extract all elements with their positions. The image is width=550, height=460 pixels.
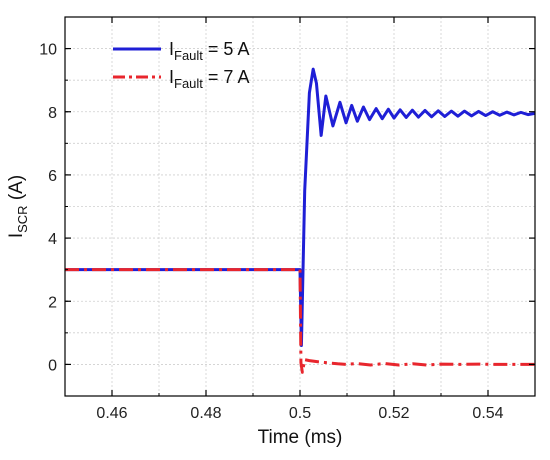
y-tick-label: 2 xyxy=(48,294,57,311)
x-tick-label: 0.52 xyxy=(378,405,409,422)
y-tick-label: 4 xyxy=(48,231,57,248)
x-tick-labels: 0.46 0.48 0.5 0.52 0.54 xyxy=(96,405,503,422)
y-tick-label: 8 xyxy=(48,105,57,122)
y-axis-title-unit: (A) xyxy=(6,175,27,206)
x-axis-title: Time (ms) xyxy=(258,427,343,448)
x-tick-label: 0.54 xyxy=(472,405,503,422)
y-tick-labels: 0 2 4 6 8 10 xyxy=(39,42,57,375)
x-tick-label: 0.48 xyxy=(190,405,221,422)
series-line-1 xyxy=(65,67,535,347)
y-axis-title-main: I xyxy=(6,233,27,238)
y-tick-label: 10 xyxy=(39,42,57,59)
x-tick-label: 0.46 xyxy=(96,405,127,422)
y-axis-title: ISCR (A) xyxy=(6,175,30,238)
y-axis-title-subscript: SCR xyxy=(15,205,30,232)
x-tick-label: 0.5 xyxy=(289,405,311,422)
legend: IFault = 5 A IFault = 7 A xyxy=(113,39,249,91)
y-tick-label: 0 xyxy=(48,357,57,374)
series-line-2 xyxy=(65,268,535,374)
legend-label-series-1: IFault = 5 A xyxy=(169,39,249,63)
y-tick-label: 6 xyxy=(48,168,57,185)
axis-ticks xyxy=(64,16,536,397)
legend-label-series-2: IFault = 7 A xyxy=(169,67,249,91)
series-group xyxy=(65,67,535,374)
